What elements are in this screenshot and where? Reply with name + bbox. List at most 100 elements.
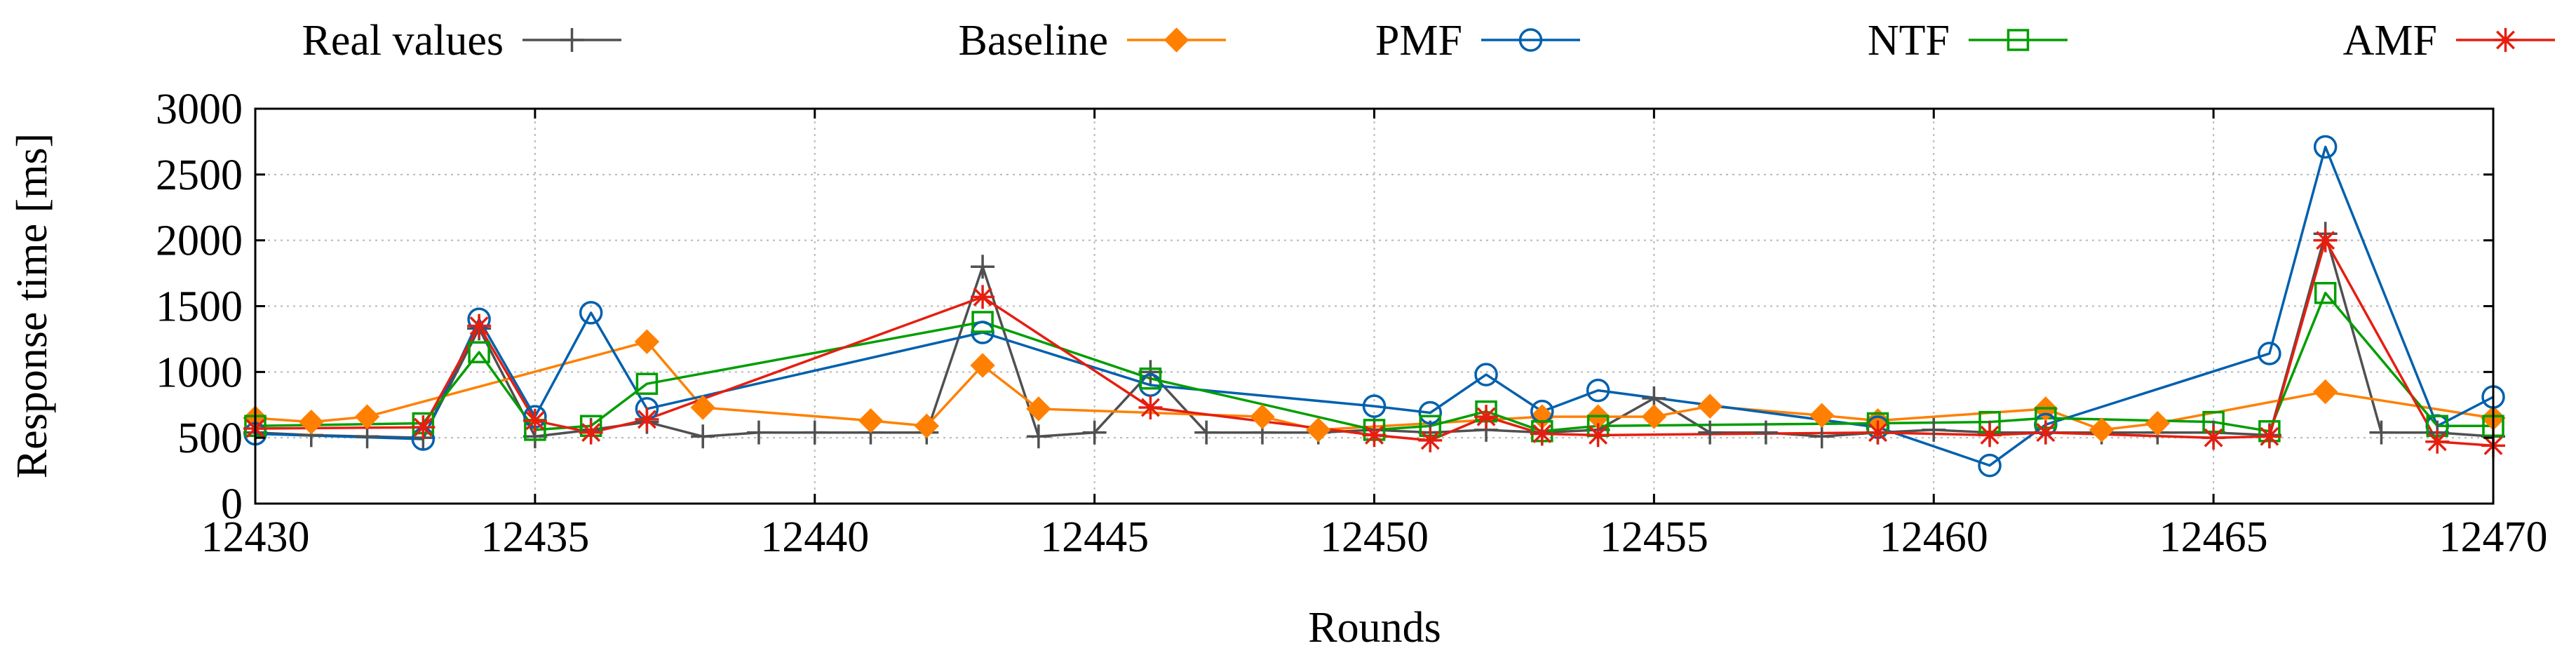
data-point-baseline bbox=[858, 408, 884, 433]
series-line-pmf bbox=[255, 145, 2494, 467]
data-point-amf bbox=[522, 408, 547, 433]
data-point-amf bbox=[2425, 429, 2450, 454]
legend-item-ntf: NTF bbox=[1868, 17, 2068, 65]
data-point-baseline bbox=[1641, 404, 1667, 429]
data-point-baseline bbox=[354, 404, 380, 429]
series-markers-amf bbox=[243, 228, 2505, 458]
y-tick-label: 0 bbox=[221, 480, 243, 528]
data-point-pmf bbox=[2258, 342, 2281, 365]
y-tick-label: 2500 bbox=[156, 151, 243, 199]
data-point-amf bbox=[1586, 423, 1610, 447]
legend-item-baseline: Baseline bbox=[959, 17, 1226, 65]
x-tick-label: 12465 bbox=[2159, 513, 2268, 561]
legend-item-pmf: PMF bbox=[1375, 17, 1580, 65]
legend-item-real-values: Real values bbox=[302, 17, 621, 65]
data-point-baseline bbox=[914, 413, 940, 438]
x-tick-label: 12440 bbox=[760, 513, 869, 561]
y-tick-label: 2000 bbox=[156, 217, 243, 265]
data-point-ntf bbox=[635, 372, 659, 395]
series-markers-ntf bbox=[244, 281, 2504, 443]
data-point-amf bbox=[1978, 423, 2002, 447]
data-point-real-values bbox=[2369, 420, 2394, 445]
data-point-amf bbox=[2257, 424, 2281, 449]
data-point-amf bbox=[1362, 423, 1387, 447]
series-markers bbox=[243, 135, 2506, 478]
data-point-pmf bbox=[1474, 363, 1498, 386]
x-tick-label: 12455 bbox=[1600, 513, 1708, 561]
y-axis-title: Response time [ms] bbox=[8, 133, 56, 479]
x-tick-label: 12450 bbox=[1320, 513, 1429, 561]
data-point-baseline bbox=[1306, 417, 1331, 443]
data-point-pmf bbox=[1978, 453, 2002, 478]
data-point-real-values bbox=[1194, 420, 1219, 445]
data-point-amf bbox=[1418, 428, 1443, 452]
y-axis-tick-labels: 0 500 1000 1500 2000 2500 3000 bbox=[156, 86, 243, 528]
legend: Real values Baseline PMF NTF AMF bbox=[302, 17, 2555, 65]
data-point-amf bbox=[411, 415, 436, 440]
y-tick-label: 1000 bbox=[156, 349, 243, 396]
x-tick-label: 12445 bbox=[1040, 513, 1149, 561]
data-point-real-values bbox=[1026, 424, 1051, 449]
data-point-real-values bbox=[1753, 420, 1778, 445]
data-point-real-values bbox=[746, 420, 771, 445]
y-tick-label: 1500 bbox=[156, 283, 243, 331]
legend-marker-ntf bbox=[2007, 29, 2030, 51]
data-point-amf bbox=[467, 314, 492, 338]
data-point-baseline bbox=[2089, 417, 2115, 443]
data-point-ntf bbox=[468, 341, 490, 363]
legend-marker-amf bbox=[2493, 28, 2518, 52]
data-point-amf bbox=[2313, 228, 2338, 252]
data-point-ntf bbox=[1139, 367, 1162, 390]
data-point-ntf bbox=[971, 311, 994, 333]
data-point-baseline bbox=[690, 395, 715, 420]
data-point-amf bbox=[579, 420, 603, 445]
legend-label-baseline: Baseline bbox=[959, 17, 1109, 65]
data-point-baseline bbox=[1809, 403, 1835, 428]
data-point-amf bbox=[971, 285, 995, 309]
data-point-real-values bbox=[1138, 360, 1163, 384]
data-point-ntf bbox=[2314, 281, 2337, 304]
data-point-amf bbox=[2201, 426, 2226, 450]
data-point-baseline bbox=[299, 409, 324, 435]
x-tick-label: 12430 bbox=[201, 513, 310, 561]
data-point-baseline bbox=[1026, 396, 1051, 422]
legend-marker-baseline bbox=[1164, 27, 1189, 53]
data-point-pmf bbox=[1418, 400, 1443, 425]
data-point-real-values bbox=[1698, 420, 1722, 445]
data-point-baseline bbox=[1697, 393, 1722, 419]
data-point-amf bbox=[1866, 420, 1890, 445]
x-tick-label: 12435 bbox=[480, 513, 589, 561]
y-tick-label: 500 bbox=[177, 415, 243, 462]
data-point-real-values bbox=[802, 420, 827, 445]
data-point-amf bbox=[1138, 396, 1163, 420]
y-tick-label: 3000 bbox=[156, 86, 243, 133]
legend-marker-real-values bbox=[560, 28, 584, 52]
data-point-real-values bbox=[1809, 424, 1834, 449]
x-axis-title: Rounds bbox=[1308, 604, 1441, 652]
data-point-pmf bbox=[2313, 135, 2338, 159]
data-point-real-values bbox=[691, 424, 715, 449]
data-point-pmf bbox=[579, 301, 603, 325]
data-point-real-values bbox=[1922, 417, 1946, 442]
data-point-pmf bbox=[1362, 394, 1387, 418]
legend-marker-pmf bbox=[1518, 28, 1543, 52]
data-point-pmf bbox=[1586, 378, 1610, 403]
data-point-baseline bbox=[634, 329, 660, 354]
data-point-baseline bbox=[1250, 404, 1275, 429]
x-tick-label: 12460 bbox=[1880, 513, 1988, 561]
legend-label-real-values: Real values bbox=[302, 17, 504, 65]
data-point-amf bbox=[1474, 405, 1499, 429]
data-point-real-values bbox=[971, 255, 995, 279]
data-point-baseline bbox=[2145, 410, 2171, 436]
x-tick-label: 12470 bbox=[2439, 513, 2548, 561]
data-point-baseline bbox=[2312, 379, 2338, 405]
data-point-amf bbox=[635, 407, 659, 431]
data-point-real-values bbox=[1082, 420, 1107, 445]
data-point-baseline bbox=[970, 353, 995, 378]
legend-label-ntf: NTF bbox=[1868, 17, 1950, 65]
legend-label-amf: AMF bbox=[2343, 17, 2437, 65]
legend-item-amf: AMF bbox=[2343, 17, 2555, 65]
x-axis-tick-labels: 12430 12435 12440 12445 12450 12455 12460 12465… bbox=[201, 513, 2548, 561]
legend-label-pmf: PMF bbox=[1375, 17, 1462, 65]
